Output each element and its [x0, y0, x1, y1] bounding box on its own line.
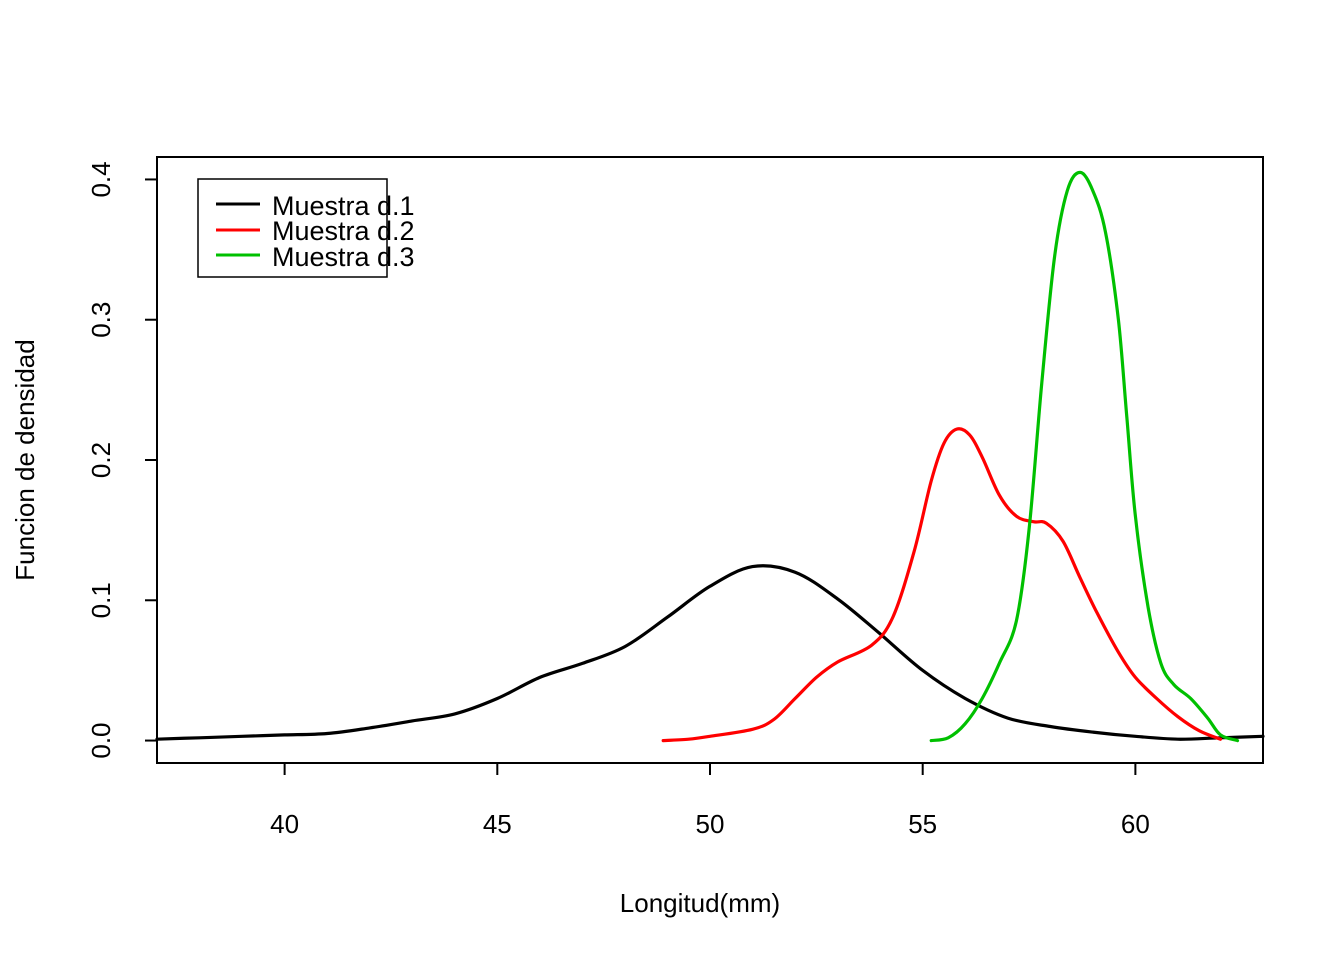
x-tick-label: 50: [696, 809, 725, 839]
legend-box: [197, 178, 388, 278]
legend: Muestra d.1 Muestra d.2 Muestra d.3: [197, 178, 415, 278]
x-tick-label: 45: [483, 809, 512, 839]
legend-label-2: Muestra d.2: [272, 216, 415, 246]
x-axis-label: Longitud(mm): [620, 888, 780, 918]
y-tick-label: 0.1: [86, 582, 116, 618]
series-line-2: [661, 427, 1223, 743]
y-axis-label: Funcion de densidad: [10, 339, 40, 580]
y-tick-label: 0.2: [86, 442, 116, 478]
legend-label-1: Muestra d.1: [272, 191, 415, 221]
y-tick-label: 0.4: [86, 161, 116, 197]
legend-label-3: Muestra d.3: [272, 242, 415, 272]
series-layer: [155, 170, 1265, 743]
x-tick-label: 60: [1121, 809, 1150, 839]
series-line-1: [155, 564, 1265, 741]
y-axis: 0.0 0.1 0.2 0.3 0.4: [86, 161, 158, 759]
x-axis: 40 45 50 55 60: [270, 762, 1150, 839]
x-tick-label: 55: [908, 809, 937, 839]
y-tick-label: 0.3: [86, 302, 116, 338]
y-tick-label: 0.0: [86, 722, 116, 758]
series-line-3: [929, 170, 1240, 743]
x-tick-label: 40: [270, 809, 299, 839]
